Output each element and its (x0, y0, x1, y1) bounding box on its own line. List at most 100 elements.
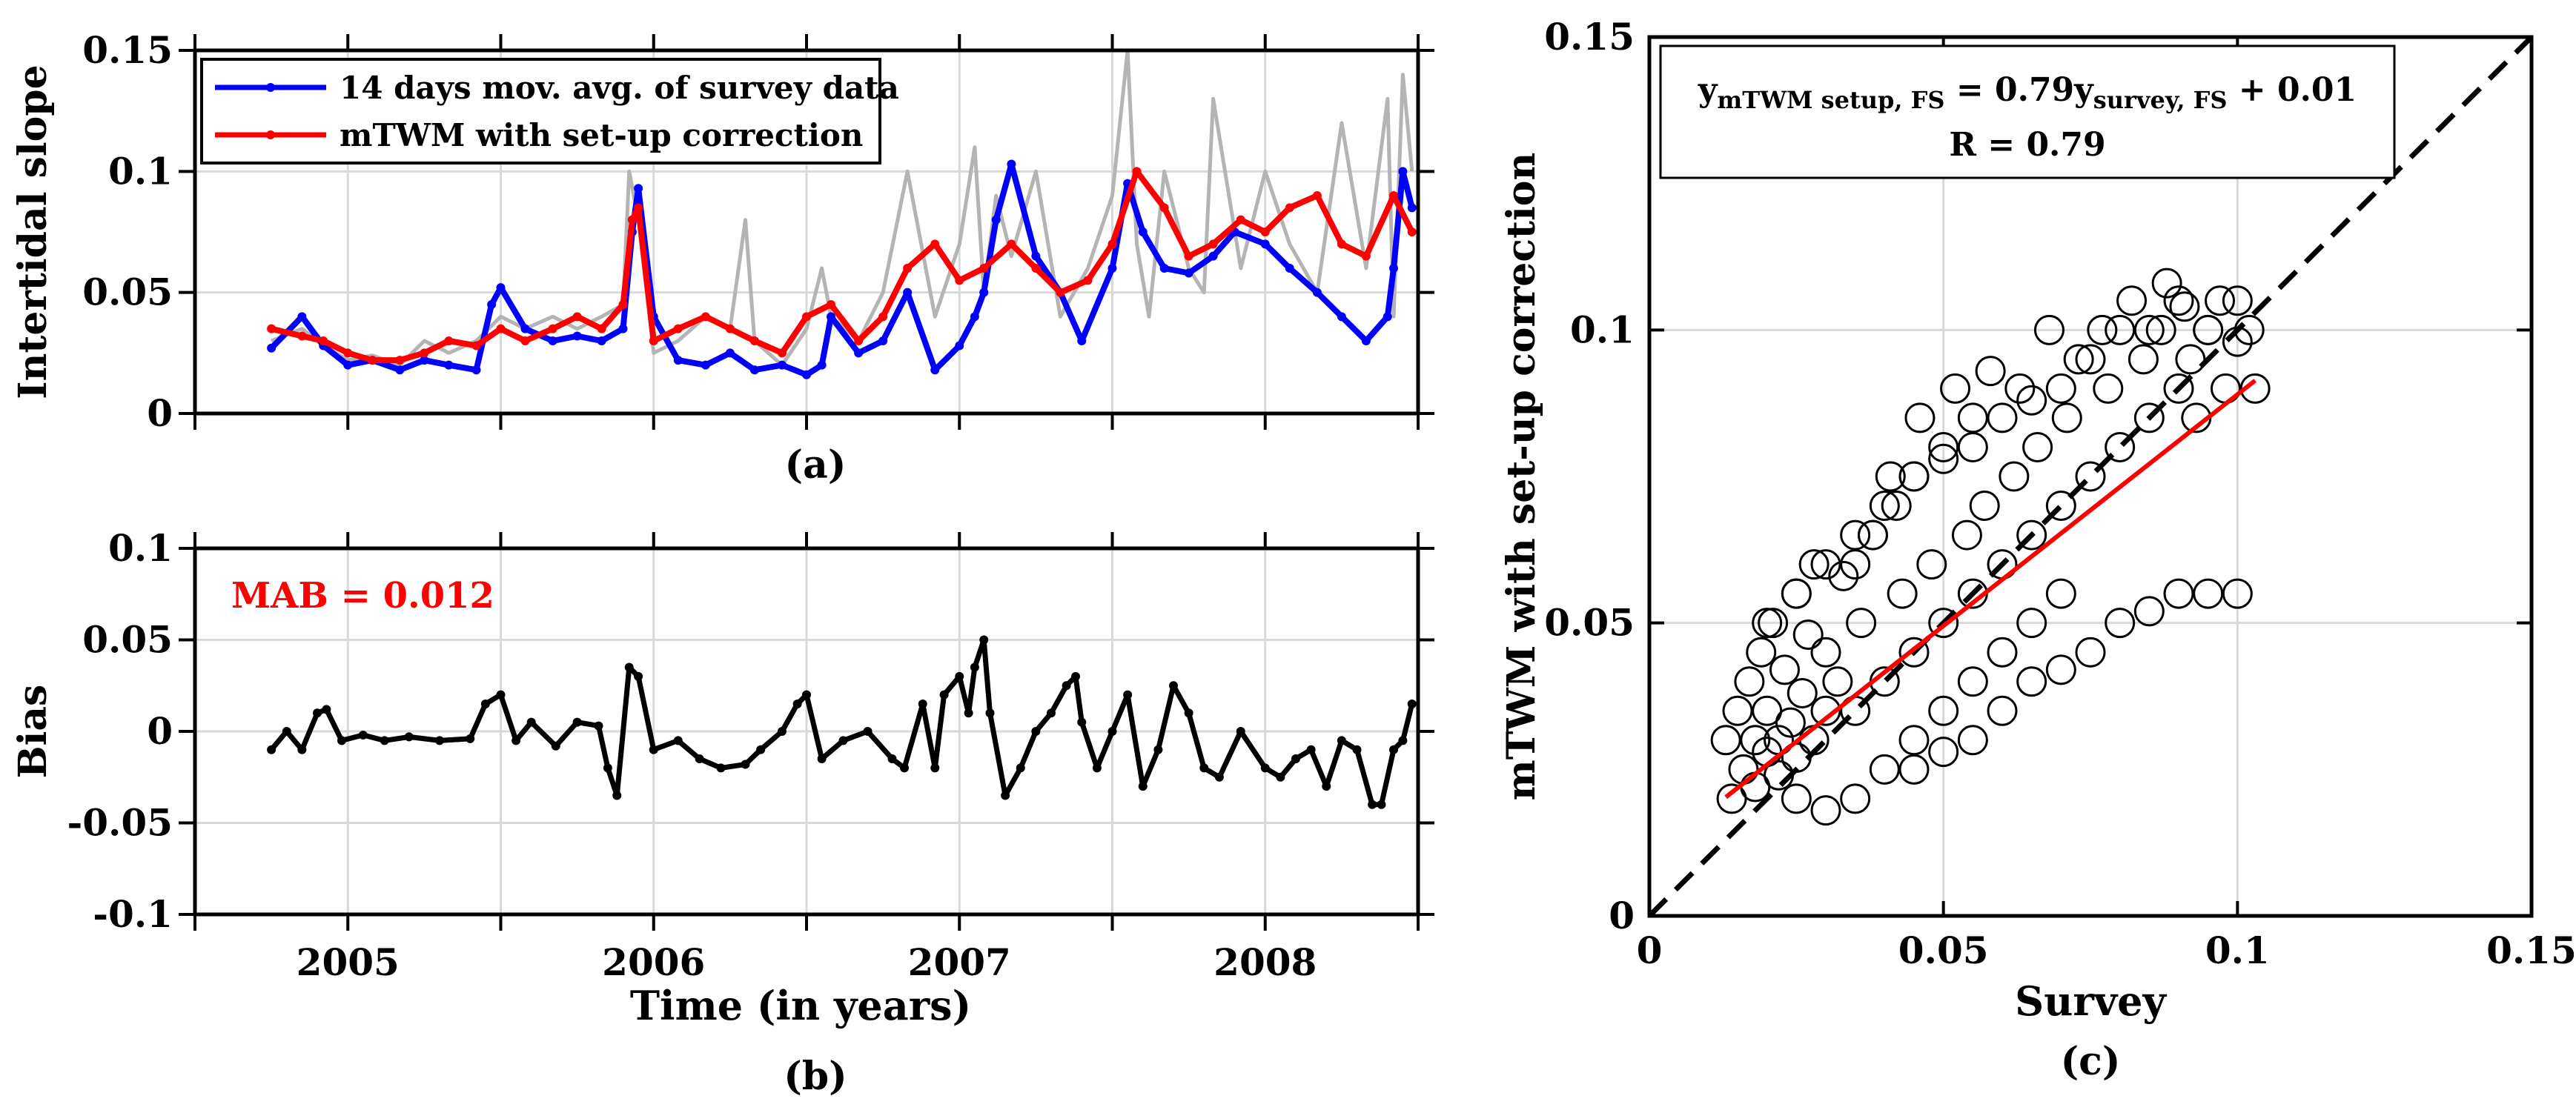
scatter-point (2016, 608, 2047, 639)
bias-point (1199, 763, 1209, 773)
bias-point (863, 727, 873, 736)
series-point-1 (319, 336, 328, 345)
bias-point (1398, 736, 1408, 745)
scatter-point (1781, 578, 1812, 609)
series-point-0 (1285, 264, 1294, 273)
scatter-point (1758, 608, 1789, 639)
series-point-1 (471, 341, 481, 350)
panel-a: 0 0.05 0.1 0.15 Intertidal slope (a) 14 day… (10, 28, 1434, 488)
series-point-0 (496, 283, 506, 293)
scatter-point (2022, 431, 2053, 462)
bias-point (634, 671, 643, 681)
series-point-1 (649, 336, 658, 345)
bias-point (695, 754, 704, 764)
bias-point (1389, 745, 1398, 754)
series-point-0 (634, 184, 643, 193)
scatter-point (1822, 666, 1853, 697)
series-point-0 (297, 312, 307, 322)
scatter-point (1928, 608, 1959, 639)
series-point-0 (267, 343, 277, 353)
scatter-point (1940, 373, 1971, 404)
bias-point (792, 699, 802, 708)
series-point-0 (1260, 239, 1270, 249)
bias-point (624, 662, 634, 672)
scatter-point (1928, 695, 1959, 726)
scatter-point (1846, 608, 1877, 639)
series-point-0 (970, 312, 979, 322)
series-point-0 (572, 331, 582, 341)
series-point-1 (627, 215, 637, 225)
series-point-0 (618, 324, 628, 333)
scatter-point (1740, 725, 1771, 756)
bias-point (1260, 763, 1270, 773)
scatter-point (2193, 314, 2224, 345)
eq-sub2: survey, FS (2093, 86, 2228, 114)
scatter-point (1957, 431, 1988, 462)
scatter-point (2105, 608, 2136, 639)
series-point-0 (854, 348, 864, 358)
series-point-1 (1083, 276, 1093, 285)
eq-mid: = 0.79y (1945, 71, 2095, 109)
bias-point (1214, 772, 1224, 782)
bias-point (1107, 727, 1117, 736)
bias-point (756, 745, 766, 754)
series-point-1 (903, 264, 913, 273)
scatter-point (1798, 549, 1830, 580)
panel-b-xtick-labels: 2005 2006 2007 2008 (297, 940, 1317, 984)
bias-point (985, 708, 995, 718)
series-point-1 (395, 356, 405, 365)
series-point-0 (749, 365, 759, 375)
series-point-1 (420, 348, 429, 358)
scatter-point (2105, 314, 2136, 345)
bias-point (526, 717, 536, 727)
bias-point (955, 671, 964, 681)
scatter-point (1828, 560, 1859, 591)
scatter-point (2175, 344, 2206, 375)
scatter-point (2045, 654, 2076, 685)
series-point-1 (520, 336, 530, 345)
b-xtick-label: 2006 (602, 940, 705, 984)
series-point-0 (1398, 167, 1408, 176)
series-line-1 (271, 168, 1415, 364)
series-point-1 (1337, 239, 1346, 249)
series-point-1 (634, 203, 643, 213)
series-point-0 (955, 341, 964, 350)
b-xtick-label: 2008 (1213, 940, 1317, 984)
bias-point (1001, 791, 1010, 800)
scatter-point (1787, 678, 1818, 709)
scatter-point (2045, 491, 2076, 522)
b-xtick-label: 2007 (908, 940, 1011, 984)
scatter-point (1722, 695, 1753, 726)
scatter-point (2169, 291, 2200, 322)
bias-point (358, 730, 368, 740)
bias-point (778, 727, 787, 736)
series-point-0 (471, 365, 481, 375)
scatter-point (1957, 402, 1988, 433)
series-point-1 (444, 336, 454, 345)
series-point-1 (597, 324, 606, 333)
scatter-point (2105, 431, 2136, 462)
panel-b-grid (195, 548, 1418, 914)
scatter-point (1928, 737, 1959, 768)
scatter-point (2016, 519, 2047, 551)
scatter-point (1775, 707, 1806, 738)
scatter-point (2075, 637, 2106, 668)
b-ytick-label: -0.05 (67, 801, 173, 845)
panel-c-label: (c) (2061, 1039, 2121, 1084)
a-ytick-label: 0 (147, 391, 173, 435)
series-point-0 (1337, 312, 1346, 322)
scatter-point (1810, 795, 1841, 826)
scatter-point (1810, 549, 1841, 580)
bias-point (404, 732, 414, 742)
scatter-point (2045, 373, 2076, 404)
bias-point (979, 635, 989, 645)
bias-point (322, 705, 331, 714)
series-point-0 (343, 360, 353, 370)
bias-point (1092, 763, 1102, 773)
series-point-1 (1389, 191, 1398, 200)
series-point-0 (1407, 203, 1417, 213)
series-point-1 (778, 348, 787, 358)
one-to-one-line (1647, 35, 2534, 918)
panel-b: -0.1 -0.05 0 0.05 0.1 2005 2006 2007 2008 MAB =… (10, 526, 1434, 1099)
b-xtick-label: 2005 (297, 940, 400, 984)
